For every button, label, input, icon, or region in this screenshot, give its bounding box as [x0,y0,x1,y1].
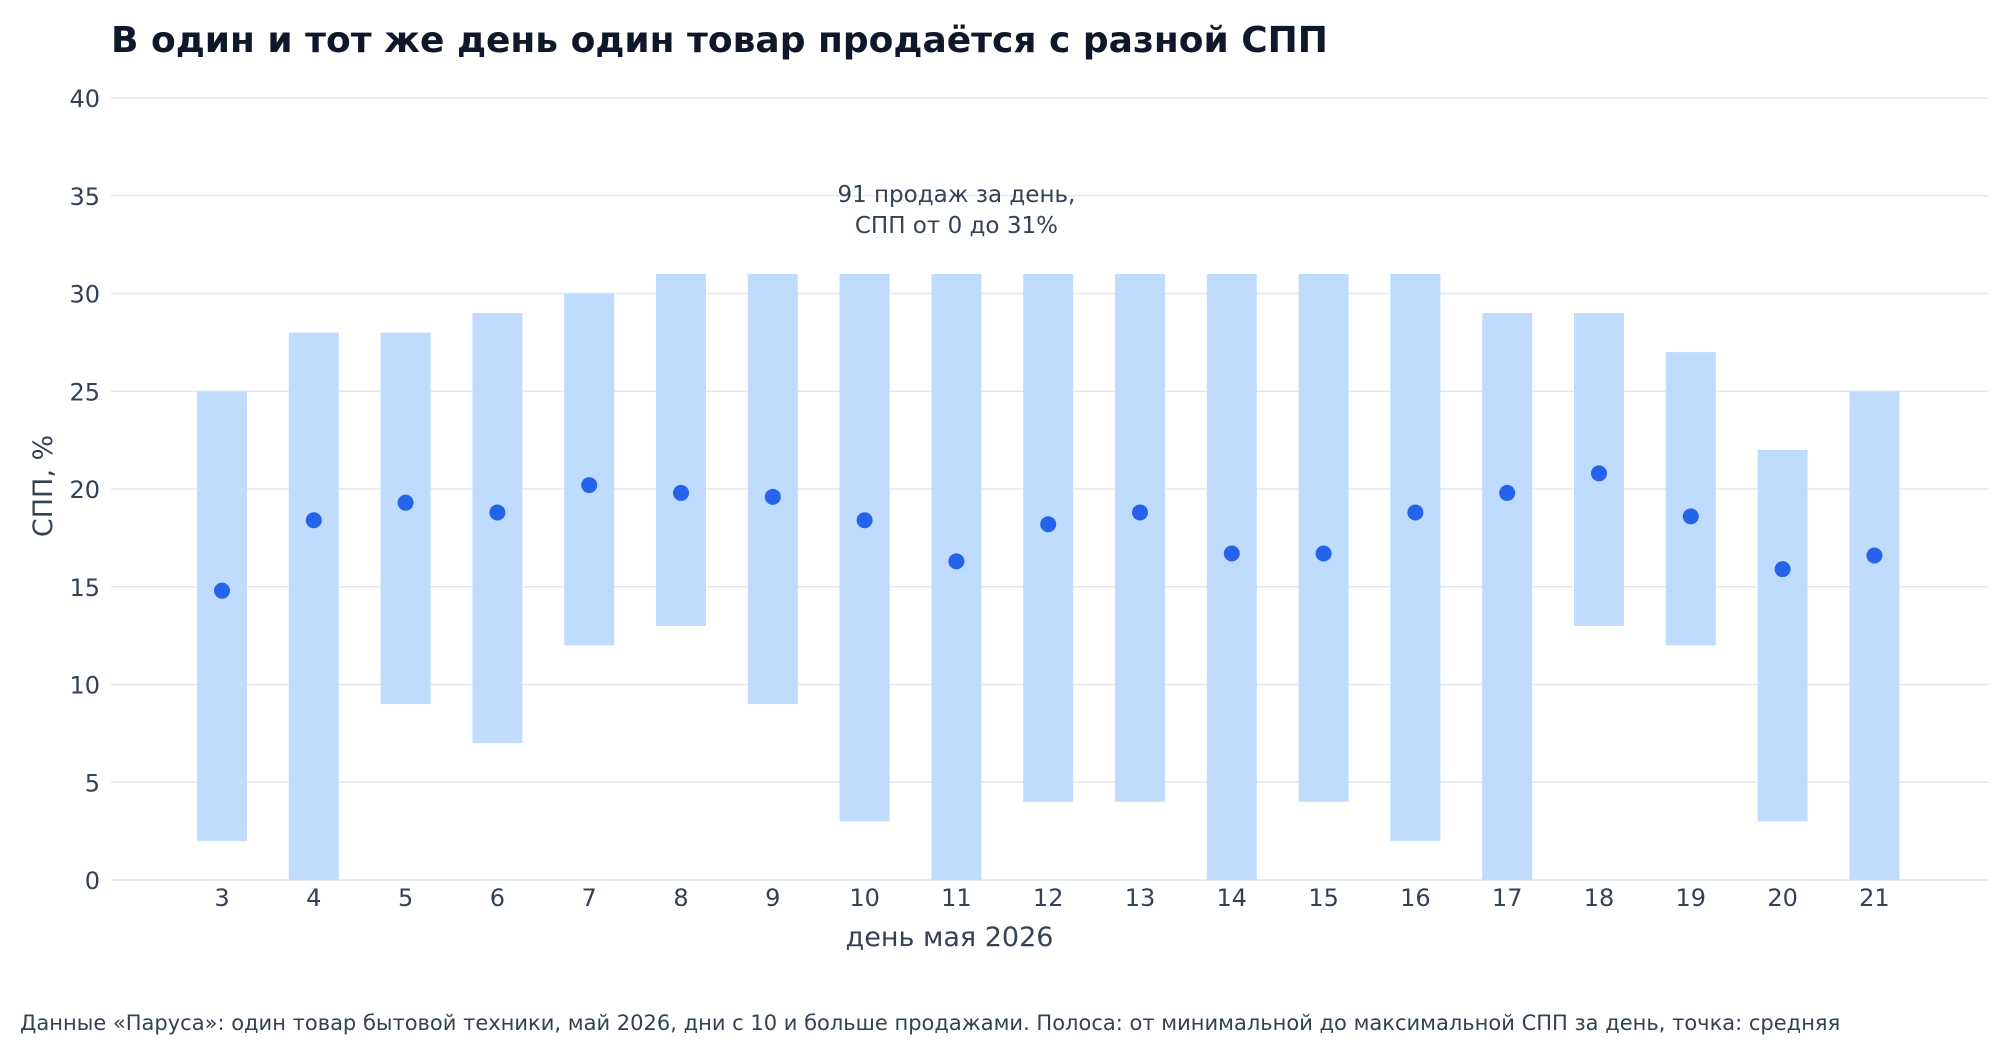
x-tick-label: 10 [849,884,880,912]
mean-dot [1407,504,1424,521]
range-bar [1849,391,1900,880]
mean-dot [489,504,506,521]
footnote: Данные «Паруса»: один товар бытовой техн… [20,1011,1841,1035]
chart-title: В один и тот же день один товар продаётс… [111,20,1328,61]
mean-dot [1774,561,1791,578]
range-bar [1115,273,1165,802]
x-tick-label: 16 [1400,884,1431,912]
y-tick-label: 5 [85,769,100,797]
mean-dot [1040,516,1057,533]
x-tick-label: 7 [582,884,597,912]
mean-dot [1499,484,1516,501]
y-tick-label: 40 [69,85,100,113]
x-tick-label: 17 [1492,884,1523,912]
mean-dot [1223,545,1240,562]
mean-dots [214,465,1883,599]
mean-dot [1132,504,1148,521]
range-bar [288,332,339,881]
mean-dot [856,512,873,529]
range-bar [839,273,890,822]
mean-dot [1682,508,1699,525]
mean-dot [948,553,965,570]
mean-dot [581,477,598,494]
range-bar [1023,273,1074,802]
x-tick-label: 3 [214,884,229,912]
mean-dot [1866,547,1883,564]
x-axis-label: день мая 2026 [846,922,1054,953]
mean-dot [305,512,322,529]
mean-dot [764,488,781,505]
x-tick-label: 8 [673,884,688,912]
y-tick-label: 25 [69,378,100,406]
range-bar [1206,273,1257,880]
x-tick-label: 13 [1125,884,1156,912]
x-tick-label: 5 [398,884,413,912]
range-bar [656,273,706,626]
range-bars [197,273,1900,881]
y-tick-label: 0 [85,867,100,895]
mean-dot [397,494,414,511]
range-bar [931,273,982,880]
range-bar [1482,313,1533,880]
mean-dot [1591,465,1607,482]
annotation-line-2: СПП от 0 до 31% [855,213,1058,239]
x-tick-label: 20 [1767,884,1798,912]
range-bar [564,293,615,646]
chart-canvas: 0 5 10 15 20 25 30 35 40 3 4 5 6 7 8 9 10 11 12 13 14 15 16 17 1… [28,85,1988,953]
x-tick-label: 9 [765,884,780,912]
mean-dot [1315,545,1332,562]
range-bar [1665,352,1716,646]
y-axis-label: СПП, % [28,435,59,537]
x-tick-label: 19 [1676,884,1707,912]
x-tick-label: 4 [306,884,321,912]
range-bar [1757,449,1808,822]
x-tick-label: 15 [1308,884,1339,912]
y-tick-label: 10 [69,672,100,700]
range-bar [1390,273,1441,841]
range-bar [472,313,523,744]
y-tick-label: 30 [69,281,100,309]
range-bar [1298,273,1349,802]
x-tick-label: 12 [1033,884,1064,912]
mean-dot [673,484,689,501]
x-tick-label: 11 [941,884,972,912]
x-tick-label: 14 [1217,884,1248,912]
y-tick-label: 20 [69,476,100,504]
range-bar [380,332,431,705]
range-bar [197,391,247,841]
tick-labels: 0 5 10 15 20 25 30 35 40 3 4 5 6 7 8 9 10 11 12 13 14 15 16 17 1… [69,85,1889,912]
mean-dot [214,582,230,599]
x-tick-label: 18 [1584,884,1615,912]
y-tick-label: 35 [69,183,100,211]
annotation-line-1: 91 продаж за день, [837,182,1075,208]
x-tick-label: 6 [490,884,505,912]
y-tick-label: 15 [69,574,100,602]
x-tick-label: 21 [1859,884,1890,912]
